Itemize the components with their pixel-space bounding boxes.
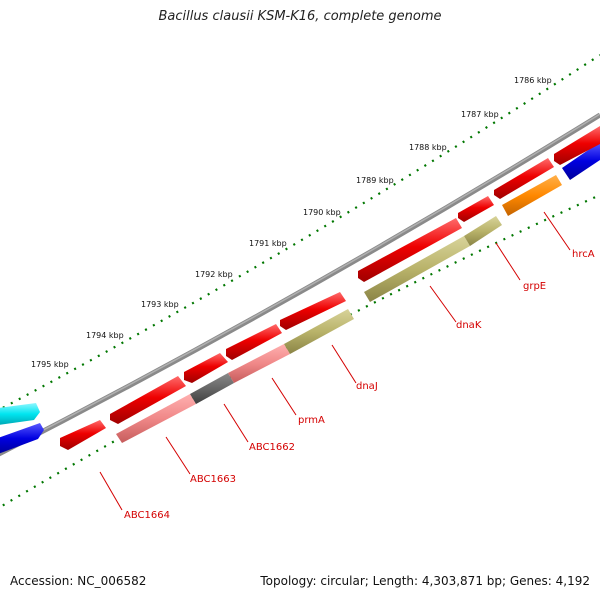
kbp-tick-label: 1788 kbp <box>409 143 447 152</box>
accession-text: Accession: NC_006582 <box>10 574 147 588</box>
feature-blue <box>0 423 44 454</box>
gene-label: hrcA <box>572 249 595 260</box>
cds-row <box>60 126 600 450</box>
cds-hrca <box>494 158 554 199</box>
leader-grpe <box>495 242 521 281</box>
feature-blue-right <box>562 142 600 180</box>
gene-label: dnaK <box>456 320 482 331</box>
gene-labels: hrcA grpE dnaK dnaJ prmA ABC1662 ABC1663… <box>124 249 595 521</box>
cds-dnaj <box>280 292 346 330</box>
kbp-tick-label: 1789 kbp <box>356 176 394 185</box>
outer-dotted-arc <box>0 54 600 411</box>
cds-grpe <box>458 196 494 222</box>
genome-summary-text: Topology: circular; Length: 4,303,871 bp… <box>260 574 590 588</box>
leader-hrca <box>543 211 571 251</box>
gene-grpe <box>464 216 502 246</box>
gene-hrca <box>502 175 562 216</box>
leader-abc1663 <box>165 436 191 475</box>
leader-dnaj <box>331 344 357 384</box>
kbp-tick-label: 1793 kbp <box>141 300 179 309</box>
gene-abc1662 <box>190 373 234 404</box>
gene-label: dnaJ <box>356 381 378 392</box>
kbp-tick-label: 1794 kbp <box>86 331 124 340</box>
cds-abc1664 <box>60 420 106 450</box>
gene-label: ABC1662 <box>249 442 295 453</box>
backbone-highlight <box>0 113 600 454</box>
kbp-tick-label: 1786 kbp <box>514 76 552 85</box>
gene-dnak <box>364 236 470 302</box>
gene-dnaj <box>284 309 354 354</box>
map-title: Bacillus clausii KSM-K16, complete genom… <box>158 9 442 24</box>
gene-abc1663 <box>116 394 196 443</box>
leader-dnak <box>429 285 457 323</box>
kbp-tick-label: 1792 kbp <box>195 270 233 279</box>
leader-abc1662 <box>223 403 249 443</box>
label-leaders <box>99 211 571 511</box>
gene-row <box>116 175 562 443</box>
gene-label: prmA <box>298 415 325 426</box>
cds-abc1662 <box>184 353 228 383</box>
kbp-tick-label: 1790 kbp <box>303 208 341 217</box>
cds-prma <box>226 324 282 360</box>
feature-cyan <box>0 403 40 425</box>
kbp-tick-label: 1795 kbp <box>31 360 69 369</box>
cds-next <box>554 126 600 165</box>
outer-scale-track <box>0 54 600 411</box>
leader-prma <box>271 377 297 416</box>
cds-abc1663 <box>110 376 186 424</box>
genome-backbone <box>0 112 600 457</box>
kbp-tick-label: 1787 kbp <box>461 110 499 119</box>
leader-abc1664 <box>99 471 123 511</box>
kbp-tick-label: 1791 kbp <box>249 239 287 248</box>
gene-label: ABC1663 <box>190 474 236 485</box>
inner-dotted-arc <box>0 193 600 509</box>
gene-label: grpE <box>523 281 546 292</box>
kbp-ticks: 1786 kbp 1787 kbp 1788 kbp 1789 kbp 1790… <box>31 76 552 369</box>
gene-prma <box>228 344 290 383</box>
gene-label: ABC1664 <box>124 510 170 521</box>
cds-dnak <box>358 218 462 282</box>
